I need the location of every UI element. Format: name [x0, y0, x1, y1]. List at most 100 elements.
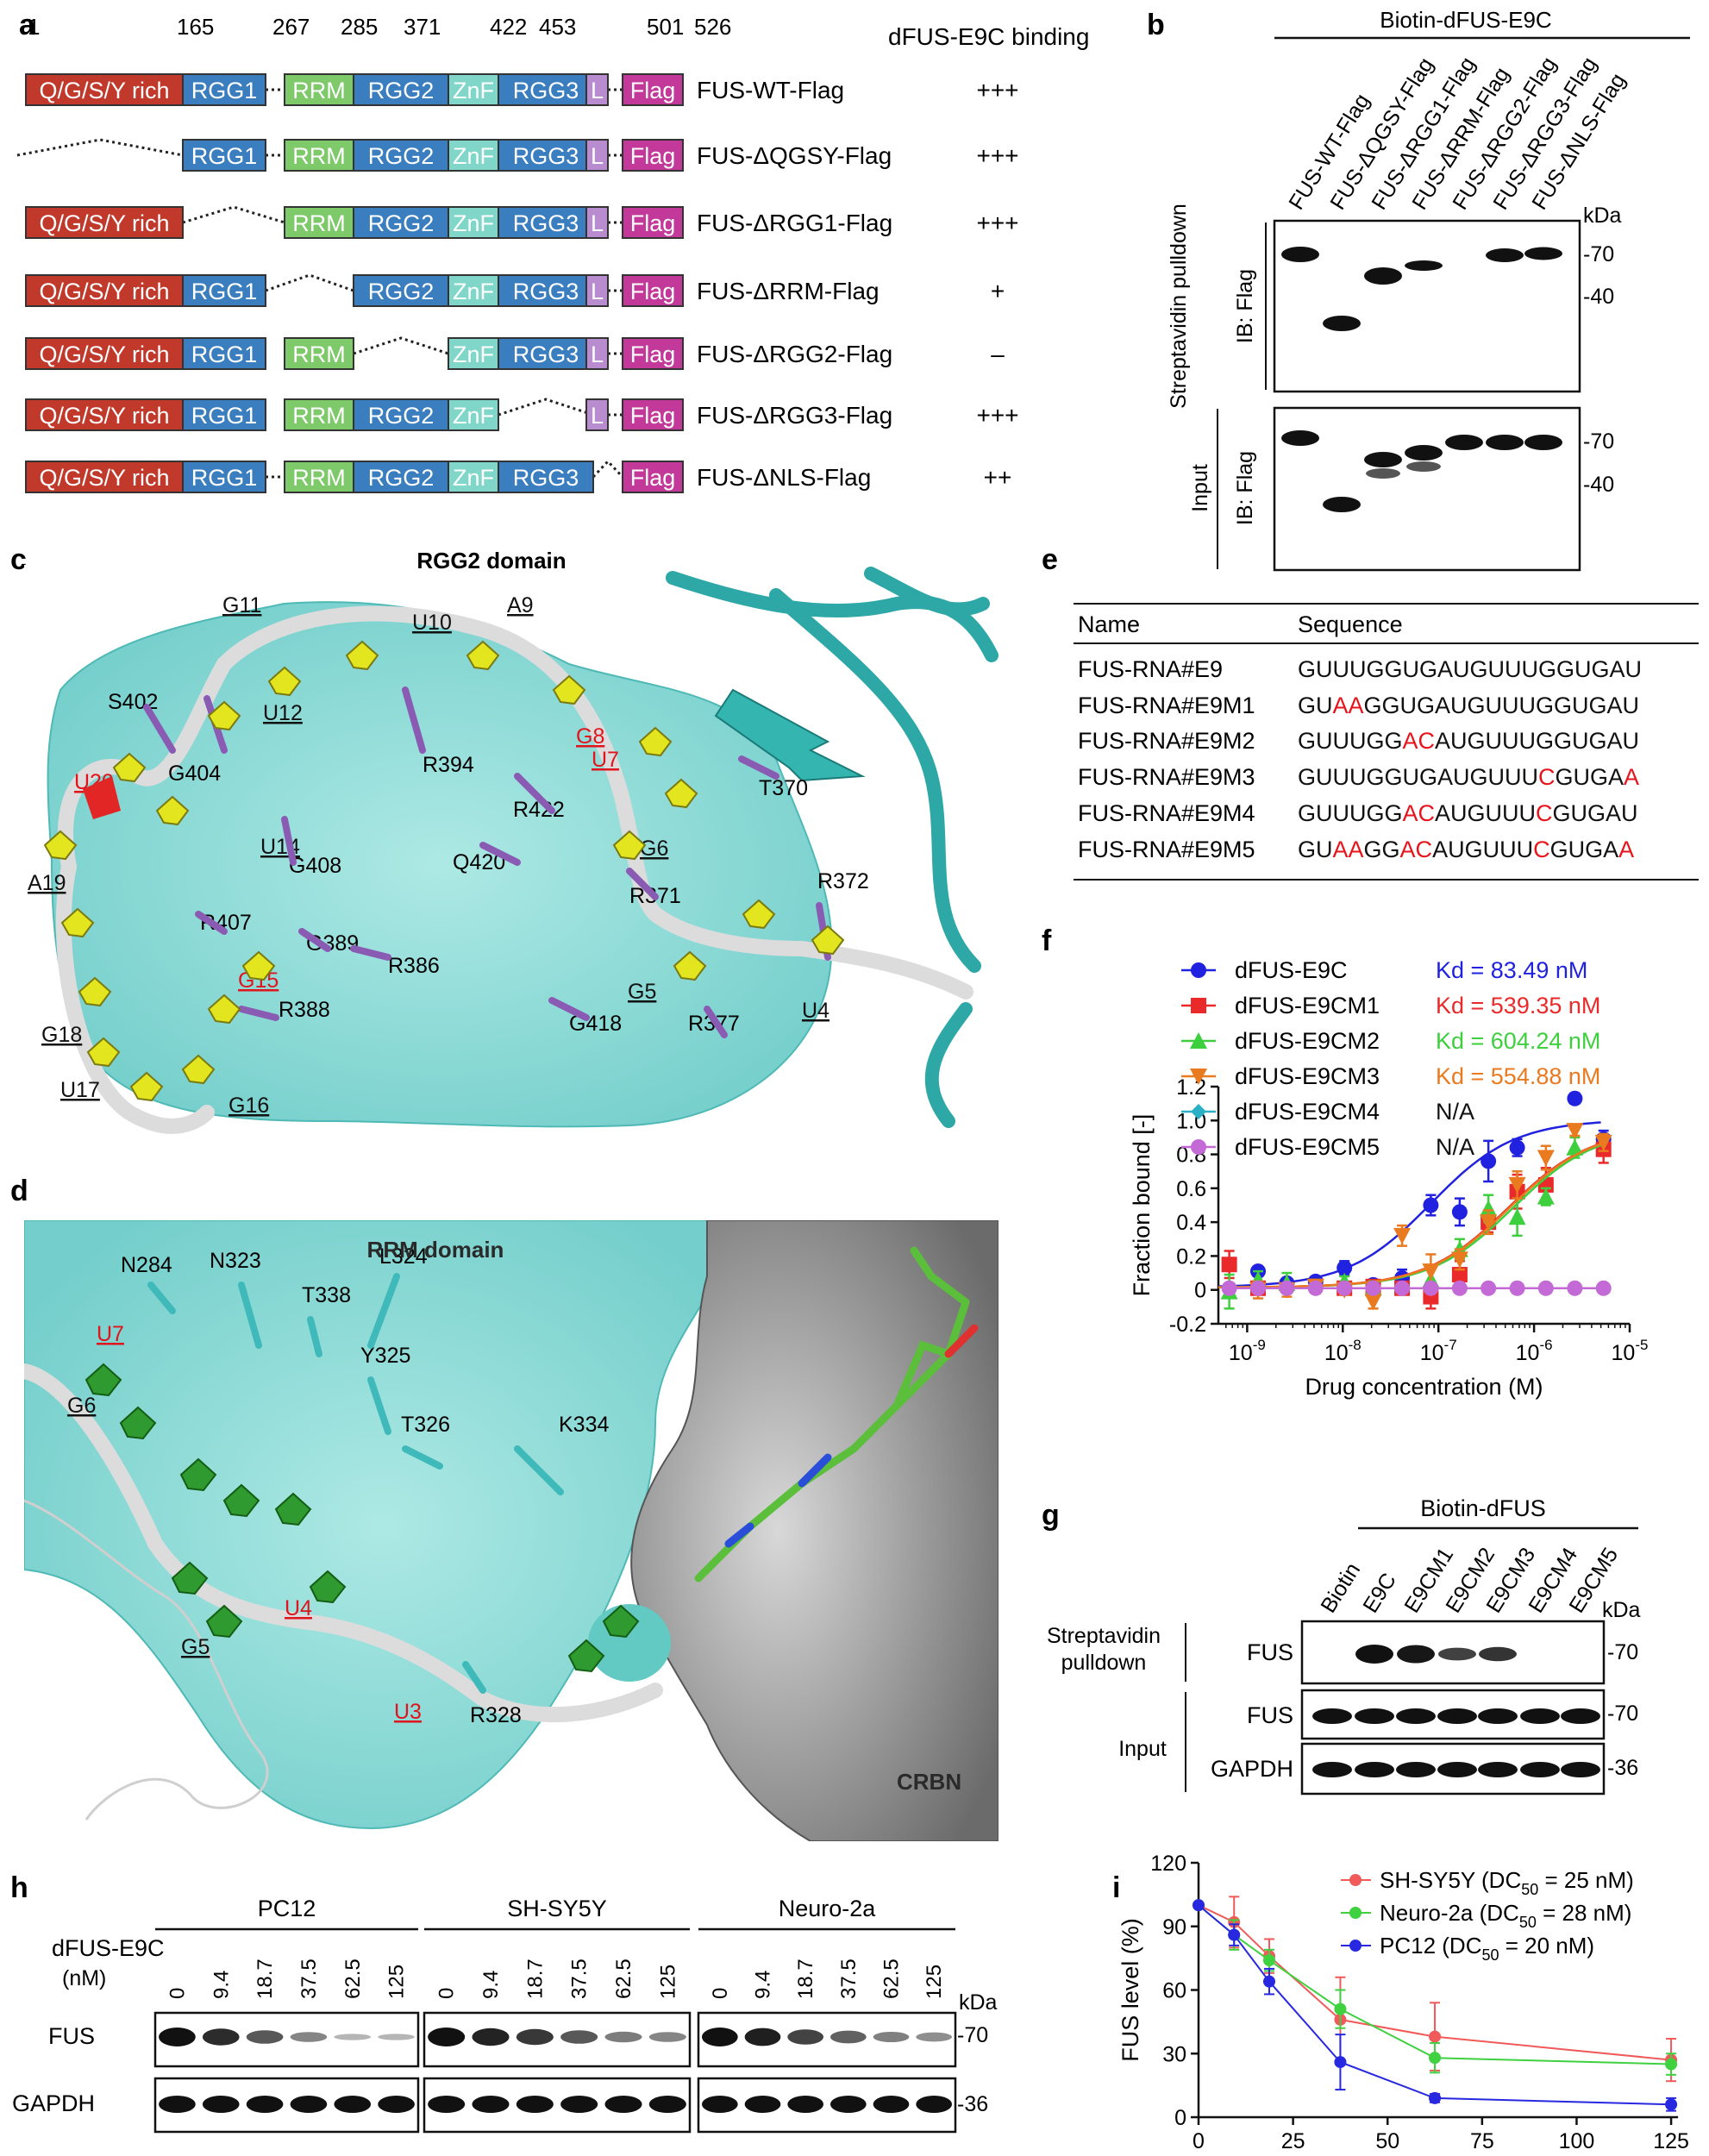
data-point	[1221, 1280, 1237, 1296]
residue-label: R372	[817, 869, 869, 893]
residue-stick	[626, 868, 659, 900]
nucleotide-label: G6	[67, 1394, 96, 1418]
band	[1355, 1762, 1394, 1777]
gapdh-band	[648, 2096, 686, 2113]
data-point	[1481, 1280, 1497, 1296]
residue-label: T326	[401, 1413, 450, 1437]
domain-label-rgg2: RGG2	[368, 143, 435, 169]
panel-label-i: i	[1112, 1871, 1120, 1904]
band	[1486, 435, 1524, 450]
seq-segment: AC	[1400, 837, 1433, 862]
table-rows: FUS-RNA#E9 GUUUGGUGAUGUUUGGUGAU FUS-RNA#E9…	[1078, 656, 1642, 862]
seq-segment: GGUGAUGUUUGGUGAU	[1364, 693, 1640, 718]
band	[1281, 430, 1319, 446]
legend-sub: 50	[1481, 1946, 1499, 1964]
x-tick-label: 25	[1281, 2129, 1305, 2153]
fus-band	[701, 2028, 738, 2046]
blot-g-marker-2: -70	[1607, 1702, 1638, 1726]
deletion-gap	[182, 205, 285, 224]
data-point	[1508, 1176, 1526, 1194]
blot-b-input-membrane	[1273, 406, 1581, 572]
data-point	[1423, 1197, 1439, 1213]
legend-label: dFUS-E9CM4	[1235, 1099, 1380, 1125]
gapdh-band	[334, 2096, 372, 2113]
domain-label-flag: Flag	[630, 279, 676, 304]
x-tick-label: 100	[1559, 2129, 1595, 2153]
base-ring	[664, 778, 698, 809]
blot-g-header: Biotin-dFUS	[1420, 1495, 1546, 1521]
nucleotide-label: U3	[394, 1700, 422, 1724]
panel-f-binding-chart: -0.200.20.40.60.81.01.210-9 10-8 10-7 10-6 1…	[1129, 957, 1648, 1400]
residue-stick	[195, 911, 228, 935]
base-ring	[205, 1604, 243, 1639]
domain-label-rgg1: RGG1	[191, 403, 258, 429]
blot-b-input-bands	[1281, 430, 1562, 512]
x-tick-exp: -7	[1444, 1337, 1457, 1353]
base-ring	[267, 666, 302, 697]
y-tick-label: -0.2	[1169, 1313, 1206, 1337]
nucleotide-label: G5	[628, 980, 656, 1004]
domain-label-rgg2: RGG2	[368, 403, 435, 429]
domain-qgsy	[25, 274, 184, 307]
legend-label: Neuro-2a (DC50 = 28 nM)	[1380, 1900, 1631, 1931]
nucleotide-label: G11	[222, 593, 261, 617]
legend-marker	[1349, 1874, 1362, 1886]
data-point	[1393, 1227, 1412, 1244]
panel-i-degradation-chart: 03060901200255075100125Concentration (nM…	[1117, 1852, 1689, 2156]
domain-flag	[622, 398, 684, 431]
fus-band	[428, 2028, 466, 2046]
blot-g-row-gapdh: GAPDH	[1211, 1756, 1293, 1782]
residue-label: R328	[470, 1703, 522, 1727]
conc-label: 0	[166, 1988, 189, 1999]
conc-label: 18.7	[794, 1959, 817, 1999]
domain-qgsy	[25, 461, 184, 493]
beta-strand-arrow	[714, 688, 866, 782]
band	[1323, 497, 1361, 512]
data-point	[1193, 1899, 1205, 1912]
domain-rgg3	[498, 73, 594, 106]
binding-score: +	[991, 278, 1005, 304]
domain-nls	[585, 206, 609, 239]
domain-label-rgg3: RGG3	[513, 210, 579, 236]
rrm-domain-title: RRM domain	[367, 1237, 504, 1263]
panel-label-f: f	[1042, 924, 1052, 957]
panel-label-d: d	[10, 1175, 28, 1207]
base-ring	[811, 924, 845, 956]
deletion-gap	[592, 459, 624, 479]
panel-h-dose-blots: dFUS-E9C (nM) kDa FUS GAPDH -70 -36 PC12…	[12, 1896, 998, 2134]
domain-rrm	[284, 73, 354, 106]
nucleotide-label: G8	[576, 724, 604, 749]
blot-b-input-label: Input	[1188, 464, 1212, 512]
y-tick-label: 120	[1150, 1852, 1186, 1876]
gapdh-band	[290, 2096, 328, 2113]
base-ring	[567, 1639, 605, 1673]
x-tick-base: 10	[1516, 1341, 1540, 1365]
data-point	[1481, 1153, 1497, 1169]
residue-stick	[738, 755, 779, 780]
domain-rgg1	[182, 73, 266, 106]
data-point	[1508, 1208, 1526, 1225]
domain-rgg1	[182, 398, 266, 431]
band	[1405, 260, 1443, 271]
residue-stick	[367, 1273, 400, 1349]
data-point	[1480, 1200, 1498, 1217]
panel-a-domain-map: dFUS-E9C binding 1 165 267 285 371 422 453 501 5…	[16, 14, 1089, 493]
fus-band	[744, 2028, 781, 2046]
h-kda: kDa	[959, 1990, 998, 2015]
x-tick-label: 125	[1653, 2129, 1689, 2153]
residue-label: T370	[759, 776, 808, 800]
fus-band	[202, 2028, 240, 2046]
nucleotide-label: U12	[263, 701, 303, 725]
domain-label-rgg1: RGG1	[191, 465, 258, 491]
construct-name: FUS-ΔRGG1-Flag	[697, 210, 892, 236]
data-point	[1665, 2058, 1678, 2071]
construct-name: FUS-ΔRGG2-Flag	[697, 341, 892, 367]
data-point	[1537, 1150, 1555, 1167]
domain-label-nls: L	[591, 403, 604, 429]
seq-segment: GUUUGG	[1298, 728, 1403, 754]
deletion-gap	[353, 336, 449, 355]
blot-b-lane-labels: FUS-WT-FlagFUS-ΔQGSY-FlagFUS-ΔRGG1-FlagF…	[1284, 53, 1630, 214]
domain-label-rgg3: RGG3	[513, 143, 579, 169]
band	[1396, 1762, 1436, 1777]
